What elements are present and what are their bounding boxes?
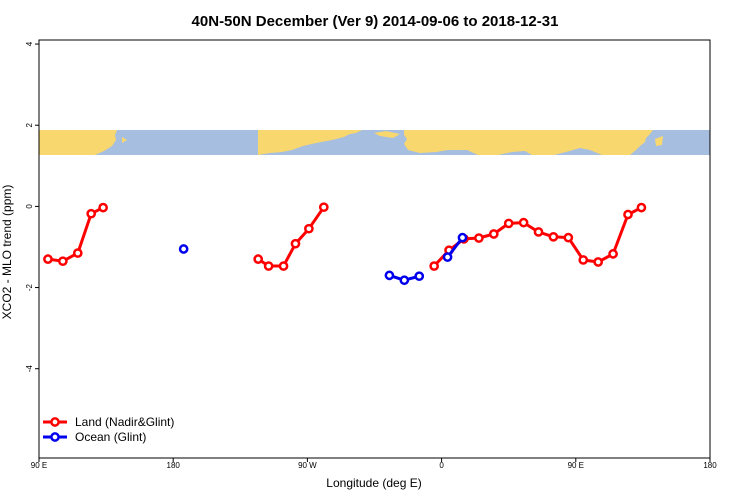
y-tick-label: 4 — [25, 41, 34, 46]
x-axis-label: Longitude (deg E) — [326, 476, 421, 490]
x-tick-label: 180 — [703, 461, 717, 470]
series-line — [257, 206, 326, 268]
y-tick-label: 2 — [25, 122, 34, 127]
map-strip — [39, 130, 710, 155]
data-point — [414, 271, 425, 282]
data-point — [43, 254, 53, 264]
plot-frame — [38, 39, 711, 459]
x-tick-label: 180 — [167, 461, 181, 470]
data-point — [278, 261, 289, 271]
x-tick-label: 0 — [439, 461, 444, 470]
data-point — [548, 231, 559, 242]
data-point — [263, 261, 274, 271]
data-point — [474, 233, 484, 243]
data-point — [488, 229, 499, 239]
data-point — [318, 202, 329, 213]
series-land — [43, 202, 647, 271]
data-point — [384, 270, 395, 281]
data-point — [533, 227, 544, 237]
data-point — [503, 218, 514, 229]
y-axis: 4 2 0 -2 -4 — [25, 41, 39, 372]
data-point — [290, 238, 301, 249]
data-point — [429, 261, 439, 271]
data-point — [578, 255, 589, 265]
x-axis: 90 E 180 90 W 0 90 E 180 — [31, 458, 717, 470]
data-point — [304, 223, 314, 234]
data-point — [518, 217, 529, 228]
data-point — [623, 209, 633, 220]
x-tick-label: 90 W — [298, 461, 317, 470]
legend-marker — [50, 432, 60, 442]
y-tick-label: 0 — [25, 204, 34, 209]
data-point — [253, 254, 264, 264]
data-point — [72, 248, 83, 258]
x-tick-label: 90 E — [31, 461, 47, 470]
legend-label: Ocean (Glint) — [75, 430, 146, 444]
data-point — [563, 232, 574, 243]
chart-title: 40N-50N December (Ver 9) 2014-09-06 to 2… — [192, 13, 559, 30]
data-point — [593, 257, 604, 267]
x-tick-label: 90 E — [568, 461, 584, 470]
data-point — [86, 208, 97, 219]
data-point — [178, 244, 189, 254]
legend-label: Land (Nadir&Glint) — [75, 415, 174, 429]
data-point — [98, 202, 108, 213]
legend-marker — [50, 417, 60, 427]
map-land — [39, 130, 663, 155]
data-point — [457, 232, 468, 243]
data-point — [58, 256, 68, 267]
y-tick-label: -4 — [25, 365, 34, 373]
series-layer — [43, 202, 647, 286]
data-point — [608, 249, 618, 259]
data-point — [636, 202, 647, 213]
y-axis-label: XCO2 - MLO trend (ppm) — [0, 185, 14, 320]
y-tick-label: -2 — [25, 283, 34, 291]
data-point — [442, 252, 453, 262]
legend: Land (Nadir&Glint)Ocean (Glint) — [43, 415, 174, 444]
series-ocean — [178, 232, 468, 286]
data-point — [399, 275, 410, 286]
